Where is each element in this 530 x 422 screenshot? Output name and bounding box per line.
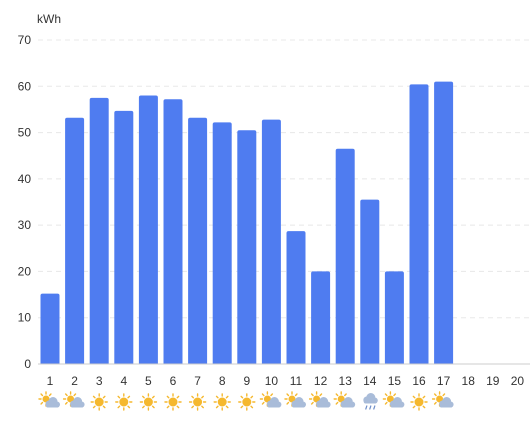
y-tick-label: 70 [18, 33, 32, 47]
partly-cloudy-icon [38, 391, 60, 408]
bar[interactable] [261, 119, 281, 365]
x-tick-label: 12 [314, 374, 328, 388]
x-tick-label: 9 [243, 374, 250, 388]
partly-cloudy-icon [431, 391, 454, 408]
y-tick-label: 50 [18, 126, 32, 140]
y-tick-label: 60 [18, 79, 32, 93]
x-axis-ticks: 1 2 3 4 5 6 7 8 9 10 11 12 13 14 15 16 17 18 19 20 [47, 374, 525, 388]
sunny-icon [139, 393, 158, 411]
y-tick-label: 10 [18, 311, 32, 325]
sunny-icon [115, 393, 133, 411]
sunny-icon [188, 393, 207, 411]
bar[interactable] [163, 99, 183, 364]
partly-cloudy-icon [382, 391, 405, 408]
x-tick-label: 5 [145, 374, 152, 388]
sunny-icon [410, 393, 428, 411]
y-tick-label: 30 [18, 218, 32, 232]
partly-cloudy-icon [333, 391, 356, 408]
bar[interactable] [188, 117, 208, 364]
sunny-icon [213, 393, 231, 411]
sunny-icon [164, 393, 182, 411]
x-tick-label: 7 [194, 374, 201, 388]
bar[interactable] [335, 148, 355, 364]
partly-cloudy-icon [259, 391, 282, 408]
x-tick-label: 1 [47, 374, 54, 388]
bar[interactable] [40, 293, 60, 364]
bar[interactable] [434, 81, 454, 365]
x-tick-label: 11 [290, 374, 303, 388]
y-axis-ticks: 0 10 20 30 40 50 60 70 [18, 33, 32, 371]
bar[interactable] [212, 122, 232, 364]
bar[interactable] [311, 271, 331, 364]
y-tick-label: 20 [18, 264, 32, 278]
bars [40, 81, 454, 365]
x-tick-label: 18 [462, 374, 476, 388]
bar[interactable] [409, 84, 429, 364]
x-tick-label: 16 [412, 374, 426, 388]
sunny-icon [238, 393, 256, 411]
y-axis-unit-label: kWh [37, 12, 61, 26]
x-tick-label: 19 [486, 374, 500, 388]
x-tick-label: 13 [339, 374, 353, 388]
partly-cloudy-icon [308, 391, 331, 408]
x-tick-label: 6 [170, 374, 177, 388]
bar[interactable] [138, 95, 158, 365]
partly-cloudy-icon [62, 391, 85, 408]
weather-icons [38, 391, 454, 411]
bar[interactable] [114, 110, 134, 365]
x-tick-label: 20 [511, 374, 525, 388]
x-tick-label: 17 [437, 374, 451, 388]
bar[interactable] [237, 130, 257, 364]
x-tick-label: 4 [120, 374, 127, 388]
bar[interactable] [384, 271, 404, 364]
rain-icon [363, 393, 378, 410]
x-tick-label: 14 [363, 374, 377, 388]
x-tick-label: 8 [219, 374, 226, 388]
bar[interactable] [286, 231, 306, 364]
bar[interactable] [65, 117, 85, 364]
sunny-icon [90, 393, 108, 411]
x-tick-label: 2 [71, 374, 78, 388]
grid-lines [38, 39, 530, 319]
y-tick-label: 0 [24, 357, 31, 371]
partly-cloudy-icon [284, 391, 306, 408]
bar[interactable] [89, 97, 109, 364]
y-tick-label: 40 [18, 172, 32, 186]
x-tick-label: 15 [388, 374, 402, 388]
x-tick-label: 10 [265, 374, 279, 388]
x-tick-label: 3 [96, 374, 103, 388]
bar[interactable] [360, 199, 380, 364]
